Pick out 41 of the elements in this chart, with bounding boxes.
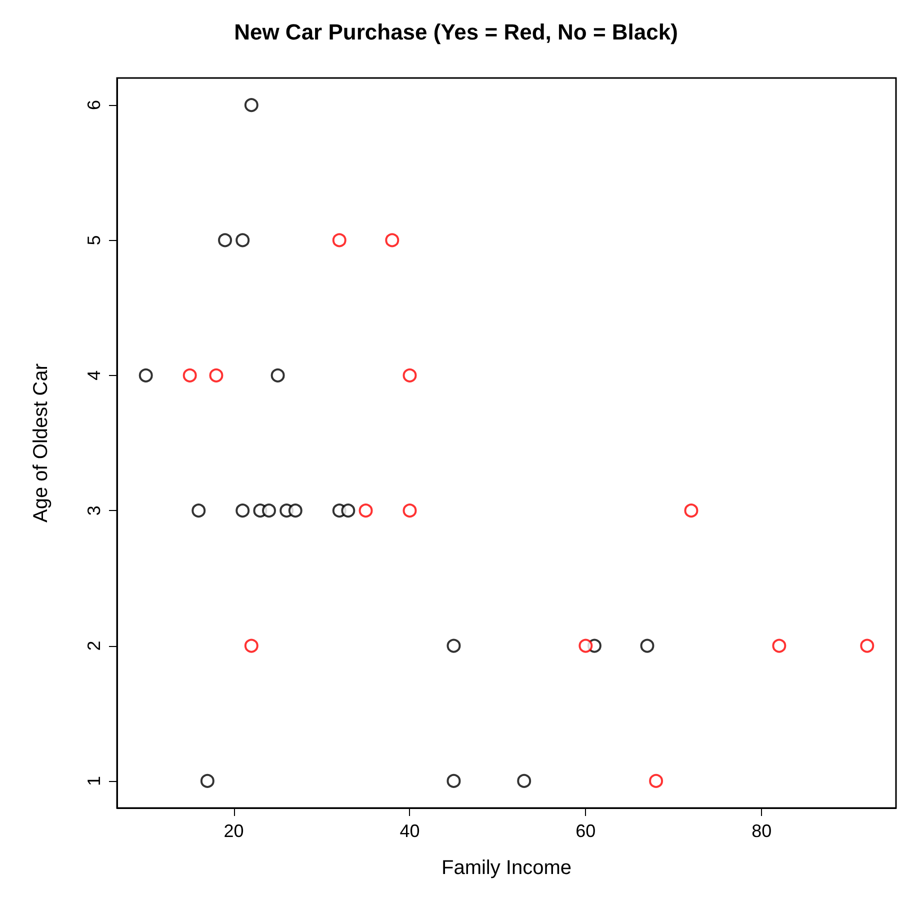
point [332, 233, 346, 248]
point [138, 368, 153, 382]
point [341, 504, 356, 518]
point [446, 774, 461, 788]
point [218, 233, 232, 248]
point [288, 504, 302, 518]
point [270, 368, 285, 382]
point [402, 368, 417, 382]
y-tick-label: 5 [84, 235, 104, 246]
point [640, 638, 654, 653]
point [772, 638, 786, 653]
point [182, 368, 197, 382]
y-tick-label: 2 [84, 640, 104, 651]
point [578, 638, 593, 653]
point [402, 504, 417, 518]
y-tick-label: 3 [84, 506, 104, 516]
point [244, 638, 258, 653]
point [358, 504, 373, 518]
point [209, 368, 224, 382]
point [446, 638, 461, 653]
point [385, 233, 400, 248]
point [244, 98, 258, 112]
point [200, 774, 214, 788]
x-tick-label: 60 [576, 821, 596, 841]
x-tick-label: 40 [400, 821, 420, 841]
chart-title: New Car Purchase (Yes = Red, No = Black) [234, 20, 678, 44]
point [684, 504, 698, 518]
point [649, 774, 664, 788]
y-axis-title: Age of Oldest Car [30, 363, 52, 522]
y-tick-label: 6 [84, 100, 104, 110]
point [236, 504, 250, 518]
x-tick-label: 20 [224, 821, 244, 841]
y-tick-label: 4 [84, 370, 104, 380]
x-axis-title: Family Income [441, 857, 572, 879]
point [262, 504, 276, 518]
point [236, 233, 250, 248]
point [192, 504, 206, 518]
x-tick-label: 80 [752, 821, 772, 841]
y-tick-label: 1 [84, 776, 104, 786]
point [517, 774, 532, 788]
point [860, 638, 874, 653]
